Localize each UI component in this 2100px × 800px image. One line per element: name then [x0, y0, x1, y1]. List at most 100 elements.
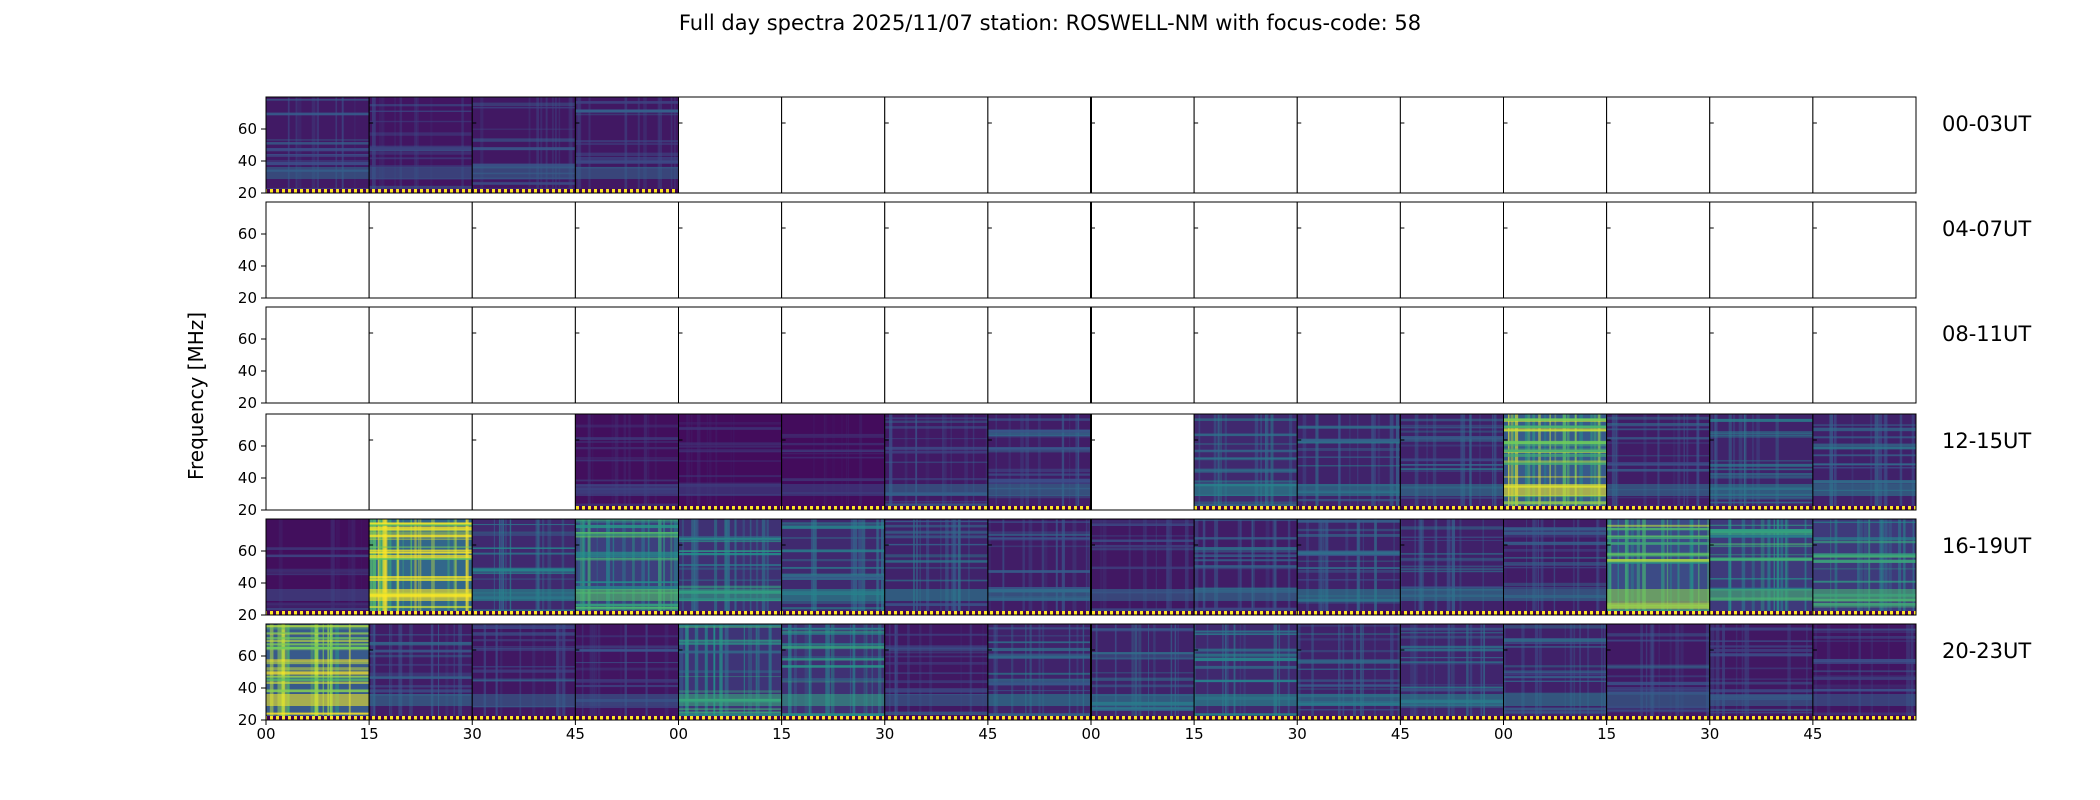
spectrum-panel	[781, 518, 886, 616]
spectrum-panel	[1090, 413, 1195, 511]
spectrum-panel	[1709, 96, 1814, 194]
spectrum-panel	[678, 306, 783, 404]
spectrum-panel	[265, 413, 370, 511]
y-tick-label: 20	[238, 394, 257, 412]
row-label: 12-15UT	[1942, 429, 2031, 453]
spectrum-panel	[574, 518, 679, 616]
spectrum-panel	[1503, 306, 1608, 404]
spectrum-panel	[1503, 518, 1608, 616]
spectrum-panel	[1399, 201, 1504, 299]
spectrum-panel	[1296, 306, 1401, 404]
spectrum-panel	[1709, 518, 1814, 616]
spectrum-panel	[781, 96, 886, 194]
spectrum-panel	[1193, 413, 1298, 511]
spectrum-panel	[1193, 201, 1298, 299]
spectrum-panel	[1090, 623, 1195, 721]
spectrum-panel	[1296, 96, 1401, 194]
y-tick-label: 40	[238, 574, 257, 592]
x-tick-label: 30	[1700, 725, 1719, 743]
spectra-row: 20 40 60 12-15UT	[238, 413, 2031, 519]
spectrum-panel	[1296, 201, 1401, 299]
row-label: 04-07UT	[1942, 217, 2031, 241]
spectrum-panel	[884, 306, 989, 404]
spectrum-panel	[1709, 623, 1814, 721]
spectrum-panel	[1193, 518, 1298, 616]
spectrum-panel	[781, 413, 886, 511]
spectrum-panel	[678, 623, 783, 721]
x-tick-label: 45	[566, 725, 585, 743]
spectra-row: 20 40 60 00-03UT	[238, 96, 2031, 202]
spectrum-panel	[1503, 623, 1608, 721]
x-tick-label: 45	[1803, 725, 1822, 743]
spectrum-panel	[884, 413, 989, 511]
y-tick-label: 20	[238, 184, 257, 202]
x-tick-label: 00	[256, 725, 275, 743]
y-tick-label: 60	[238, 120, 257, 138]
spectrum-panel	[368, 306, 473, 404]
spectrum-panel	[471, 413, 576, 511]
spectrum-panel	[1606, 201, 1711, 299]
spectrum-panel	[368, 413, 473, 511]
spectrum-panel	[678, 518, 783, 616]
x-tick-label: 30	[1288, 725, 1307, 743]
y-tick-label: 40	[238, 257, 257, 275]
spectrum-panel	[368, 96, 473, 194]
y-tick-label: 60	[238, 330, 257, 348]
spectrum-panel	[265, 623, 370, 721]
spectrum-panel	[574, 96, 679, 194]
y-tick-label: 40	[238, 469, 257, 487]
spectrum-panel	[1709, 306, 1814, 404]
spectrum-panel	[1812, 201, 1917, 299]
spectrum-panel	[1090, 306, 1195, 404]
spectrum-panel	[1503, 201, 1608, 299]
spectrum-panel	[678, 201, 783, 299]
y-tick-label: 60	[238, 437, 257, 455]
y-tick-label: 60	[238, 542, 257, 560]
spectrum-panel	[1399, 518, 1504, 616]
spectrum-panel	[987, 201, 1092, 299]
spectrum-panel	[265, 518, 370, 616]
row-label: 00-03UT	[1942, 112, 2031, 136]
spectrum-panel	[1296, 413, 1401, 511]
y-tick-label: 40	[238, 152, 257, 170]
spectrum-panel	[471, 518, 576, 616]
spectrum-panel	[1812, 518, 1917, 616]
spectra-row: 20 40 60 04-07UT	[238, 201, 2031, 307]
spectrum-panel	[781, 201, 886, 299]
y-tick-label: 60	[238, 225, 257, 243]
spectrum-panel	[1709, 201, 1814, 299]
row-label: 08-11UT	[1942, 322, 2031, 346]
spectrum-panel	[1812, 623, 1917, 721]
spectrum-panel	[574, 201, 679, 299]
spectrum-panel	[987, 623, 1092, 721]
spectrum-panel	[987, 518, 1092, 616]
spectrum-panel	[781, 306, 886, 404]
y-tick-label: 60	[238, 647, 257, 665]
spectrum-panel	[1606, 306, 1711, 404]
spectrum-panel	[1090, 201, 1195, 299]
y-tick-label: 20	[238, 711, 257, 729]
row-label: 16-19UT	[1942, 534, 2031, 558]
spectrum-panel	[368, 518, 473, 616]
spectrum-panel	[781, 623, 886, 721]
spectrum-panel	[1812, 413, 1917, 511]
x-tick-label: 15	[1597, 725, 1616, 743]
spectrum-panel	[884, 623, 989, 721]
x-tick-label: 45	[1391, 725, 1410, 743]
x-tick-label: 30	[463, 725, 482, 743]
spectrum-panel	[1193, 306, 1298, 404]
spectrum-panel	[987, 96, 1092, 194]
chart-title: Full day spectra 2025/11/07 station: ROS…	[678, 11, 1422, 35]
spectrum-panel	[1606, 518, 1711, 616]
spectrum-panel	[1296, 518, 1401, 616]
spectrum-panel	[1503, 413, 1608, 511]
spectrum-panel	[1606, 96, 1711, 194]
spectrum-panel	[574, 413, 679, 511]
row-label: 20-23UT	[1942, 639, 2031, 663]
x-tick-label: 30	[875, 725, 894, 743]
spectrum-panel	[1399, 413, 1504, 511]
spectra-row: 20 40 60 20-23UT	[238, 623, 2031, 729]
spectrum-panel	[1709, 413, 1814, 511]
spectrum-panel	[368, 623, 473, 721]
